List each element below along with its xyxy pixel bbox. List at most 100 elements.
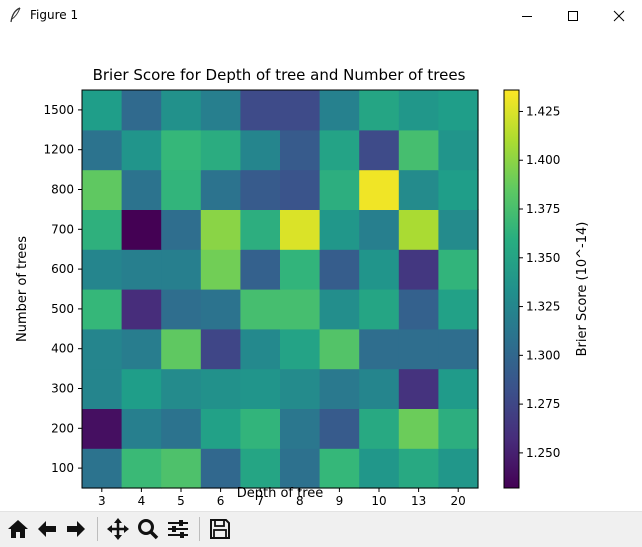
heatmap-cell (161, 209, 202, 250)
x-tick-label: 20 (451, 494, 466, 508)
heatmap-cell (280, 289, 321, 330)
heatmap-cell (82, 209, 123, 250)
heatmap-cell (240, 249, 281, 290)
heatmap-cell (121, 169, 162, 210)
toolbar-separator (97, 517, 98, 541)
heatmap-cell (82, 249, 123, 290)
heatmap-cell (398, 169, 439, 210)
colorbar (503, 89, 520, 489)
heatmap-cell (200, 289, 241, 330)
pan-button[interactable] (104, 515, 132, 543)
heatmap-cell (438, 129, 479, 171)
heatmap-cell (398, 90, 439, 131)
close-button[interactable] (596, 0, 642, 31)
heatmap-cell (398, 289, 439, 330)
heatmap-cell (359, 368, 400, 409)
magnifier-icon (138, 519, 159, 540)
heatmap-cell (359, 90, 400, 131)
heatmap-cell (398, 368, 439, 409)
heatmap-cell (161, 408, 202, 449)
heatmap-cell (280, 448, 321, 489)
heatmap-cell (280, 249, 321, 290)
x-tick-label: 4 (138, 494, 146, 508)
y-axis-label: Number of trees (15, 236, 30, 342)
heatmap-cell (438, 408, 479, 449)
x-axis-label: Depth of tree (237, 486, 324, 501)
heatmap-cell (280, 169, 321, 210)
heatmap-cell (240, 90, 281, 131)
heatmap-cell (280, 408, 321, 449)
plot-frame (81, 89, 479, 489)
minimize-icon (522, 15, 532, 17)
heatmap-cell (161, 289, 202, 330)
x-tick-label: 9 (336, 494, 344, 508)
maximize-icon (568, 10, 578, 21)
heatmap-cell (200, 169, 241, 210)
y-tick-label: 1500 (43, 103, 74, 117)
window-titlebar: Figure 1 (0, 0, 642, 31)
heatmap-cell (319, 408, 360, 449)
window-title: Figure 1 (30, 8, 79, 22)
figure-canvas: Brier Score for Depth of tree and Number… (0, 31, 642, 511)
heatmap-cell (161, 129, 202, 171)
forward-arrow-icon (67, 521, 85, 537)
y-axis-ticks: 100 200 300 400 500 600 700 800 1200 1500 (43, 103, 82, 475)
heatmap-cell (161, 90, 202, 131)
heatmap-cell (121, 408, 162, 449)
heatmap-cell (121, 90, 162, 131)
heatmap-cell (121, 448, 162, 489)
heatmap-chart: Brier Score for Depth of tree and Number… (15, 66, 590, 508)
heatmap-cell (200, 90, 241, 131)
home-button[interactable] (4, 515, 32, 543)
forward-button[interactable] (62, 515, 90, 543)
y-tick-label: 400 (51, 342, 74, 356)
heatmap-cell (240, 169, 281, 210)
heatmap-cell (82, 448, 123, 489)
floppy-disk-icon (210, 519, 230, 539)
heatmap-cell (359, 129, 400, 171)
heatmap-cell (240, 368, 281, 409)
heatmap-cell (319, 129, 360, 171)
navigation-toolbar (0, 511, 642, 547)
heatmap-cell (398, 408, 439, 449)
x-tick-label: 5 (177, 494, 185, 508)
heatmap-cell (82, 90, 123, 131)
heatmap-cell (359, 209, 400, 250)
heatmap-cell (121, 249, 162, 290)
move-icon (107, 518, 129, 540)
heatmap-cell (121, 328, 162, 370)
y-tick-label: 700 (51, 222, 74, 236)
heatmap-cell (240, 129, 281, 171)
zoom-button[interactable] (134, 515, 162, 543)
heatmap-cell (82, 368, 123, 409)
configure-subplots-button[interactable] (164, 515, 192, 543)
heatmap-cell (438, 90, 479, 131)
y-tick-label: 1200 (43, 143, 74, 157)
minimize-button[interactable] (504, 0, 550, 31)
heatmap-cell (82, 169, 123, 210)
heatmap-cell (240, 289, 281, 330)
colorbar-tick-label: 1.250 (526, 446, 560, 460)
heatmap-cell (359, 328, 400, 370)
x-tick-label: 6 (217, 494, 225, 508)
heatmap-cell (319, 169, 360, 210)
back-button[interactable] (33, 515, 61, 543)
heatmap-cell (359, 289, 400, 330)
heatmap-cell (359, 249, 400, 290)
save-button[interactable] (206, 515, 234, 543)
heatmap-cell (438, 368, 479, 409)
heatmap-cell (161, 249, 202, 290)
toolbar-separator (199, 517, 200, 541)
colorbar-tick-label: 1.275 (526, 397, 560, 411)
back-arrow-icon (38, 521, 56, 537)
heatmap-cell (121, 209, 162, 250)
heatmap-cell (319, 90, 360, 131)
heatmap-cell (82, 129, 123, 171)
heatmap-cell (82, 328, 123, 370)
heatmap-cell (280, 328, 321, 370)
heatmap-cell (359, 169, 400, 210)
heatmap-cell (200, 448, 241, 489)
x-tick-label: 3 (98, 494, 106, 508)
y-tick-label: 600 (51, 262, 74, 276)
maximize-button[interactable] (550, 0, 596, 31)
